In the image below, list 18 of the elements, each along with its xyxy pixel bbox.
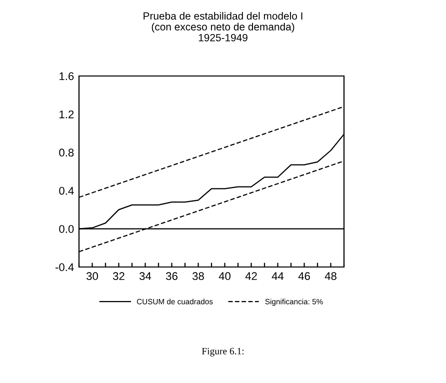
y-tick-label: 1.2 (60, 110, 74, 118)
x-tick-label: 32 (112, 272, 124, 280)
x-tick-label: 46 (298, 272, 310, 280)
x-tick-label: 30 (86, 272, 98, 280)
y-tick-label: -0.4 (55, 263, 74, 272)
caption: Figure 6.1: (202, 348, 244, 356)
x-tick-label: 40 (218, 272, 230, 280)
x-tick-label: 38 (192, 272, 204, 280)
x-tick-label: 42 (245, 272, 257, 280)
x-tick-label: 36 (166, 272, 178, 280)
y-tick-label: 0.0 (59, 225, 74, 233)
y-tick-label: 0.8 (59, 148, 74, 157)
x-tick-label: 44 (272, 272, 284, 280)
x-tick-label: 48 (324, 272, 336, 280)
y-tick-label: 0.4 (59, 186, 74, 195)
y-tick-label: 1.6 (60, 72, 74, 80)
x-tick-label: 34 (139, 272, 152, 280)
chart-title: Prueba de estabilidad del modelo I (con exceso neto de demanda) 1925-1949 (144, 12, 302, 42)
